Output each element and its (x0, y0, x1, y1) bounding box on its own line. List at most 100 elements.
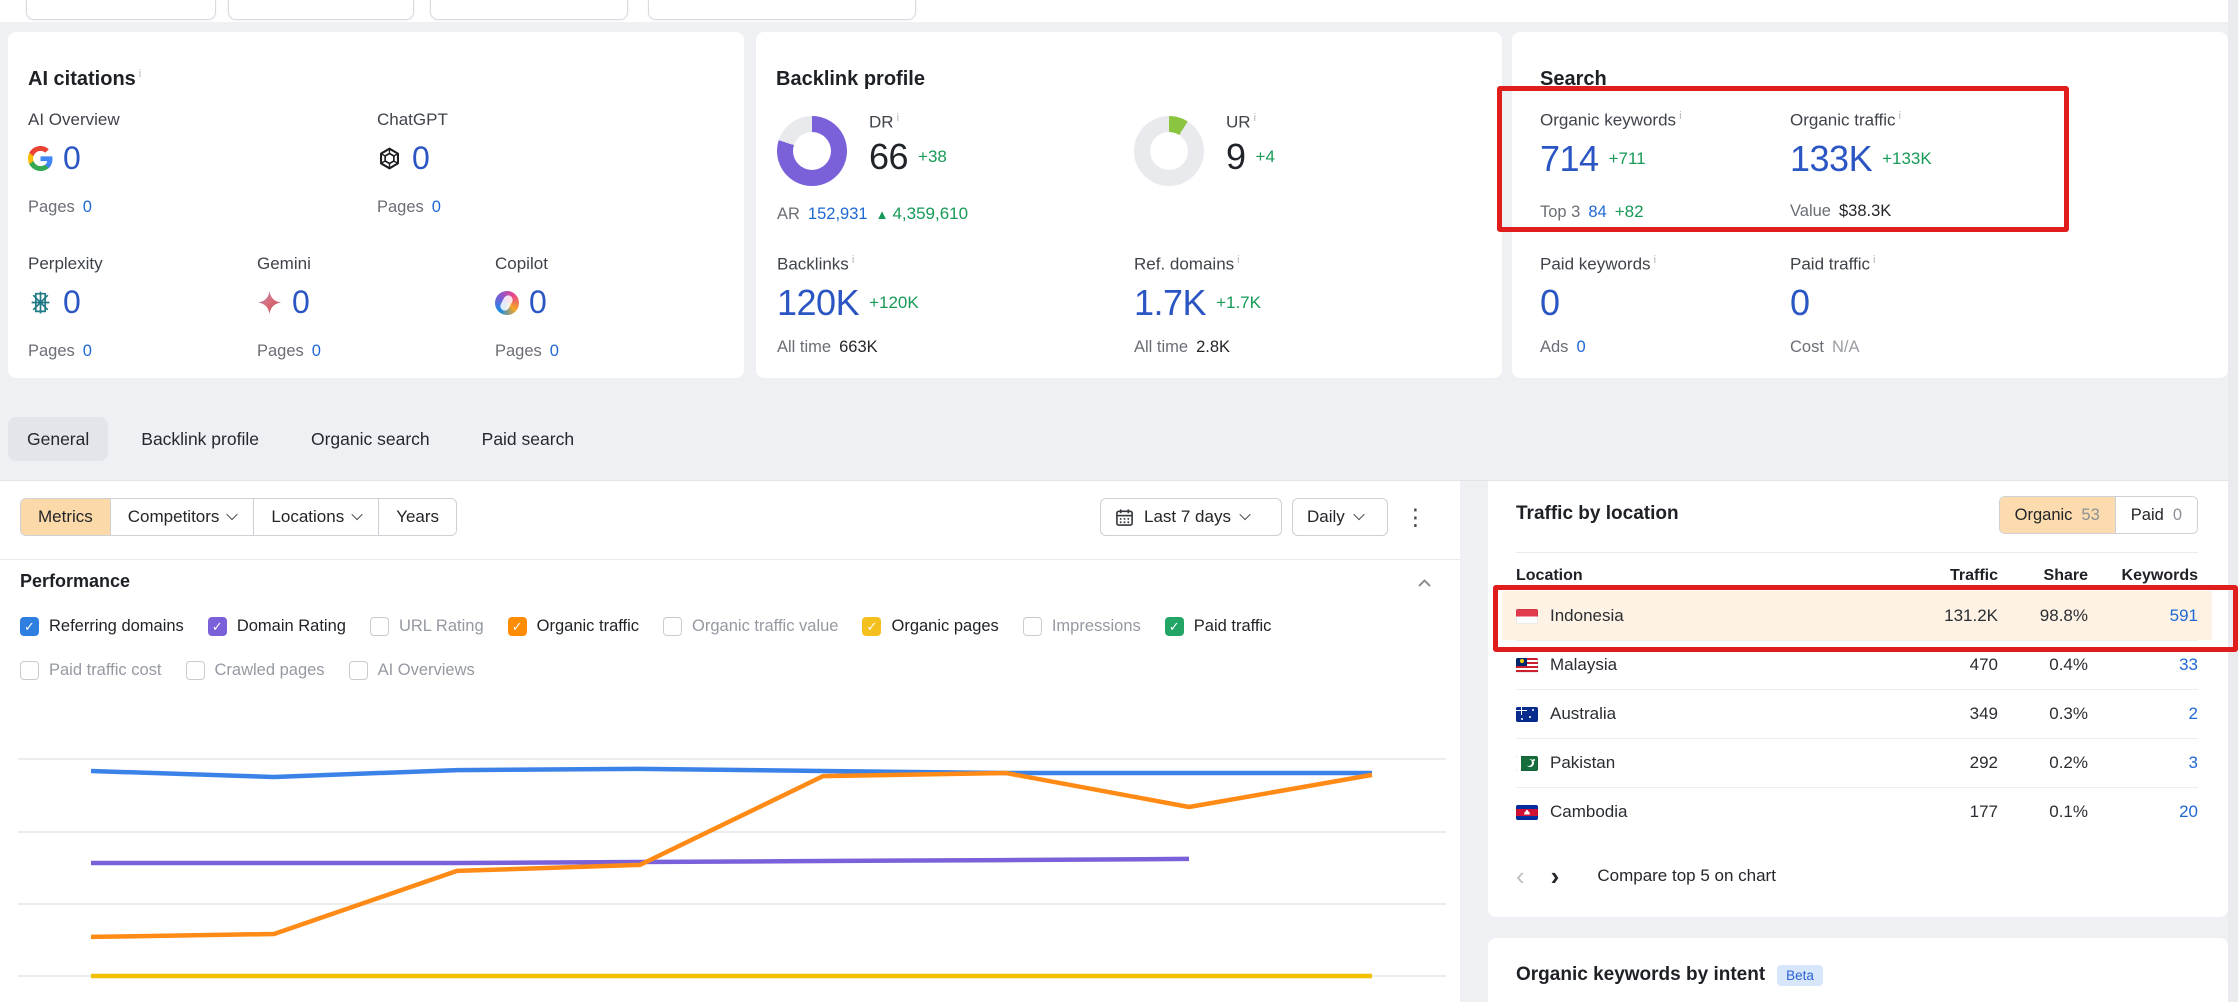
ref-domains-value: 1.7K (1134, 282, 1207, 323)
location-row-australia: Australia 349 0.3% 2 (1516, 689, 2198, 738)
column-keywords: Keywords (2121, 567, 2198, 584)
perplexity-value: 0 (63, 284, 81, 320)
chatgpt-pages-row: Pages 0 (377, 198, 441, 216)
perplexity-icon (31, 291, 50, 314)
share-cell: 98.8% (2039, 606, 2088, 625)
dr-delta: +38 (918, 147, 947, 166)
toolbar-chip[interactable] (26, 0, 216, 20)
keywords-link[interactable]: 2 (2188, 704, 2198, 723)
location-row-pakistan: Pakistan 292 0.2% 3 (1516, 738, 2198, 787)
segment-years[interactable]: Years (379, 499, 457, 535)
date-range-button[interactable]: Last 7 days (1100, 498, 1282, 536)
metric-checkbox-organic-pages[interactable]: ✓ Organic pages (862, 617, 999, 636)
cambodia-flag-icon (1516, 804, 1538, 820)
keywords-link[interactable]: 33 (2179, 655, 2198, 674)
window-scrollbar[interactable] (2228, 0, 2238, 1002)
authority-rank-link[interactable]: 152,931 (807, 204, 868, 223)
location-row-cambodia: Cambodia 177 0.1% 20 (1516, 787, 2198, 836)
search-card: Search Organic keywords i 714 +711 Top 3 … (1512, 32, 2228, 378)
metric-checkbox-row-1: ✓ Referring domains ✓ Domain Rating URL Rati… (20, 617, 1271, 636)
ur-donut-chart (1134, 116, 1204, 186)
ai-overview-pages-link[interactable]: 0 (82, 198, 92, 216)
backlinks-label: Backlinks i (777, 254, 855, 274)
cost-value: N/A (1831, 338, 1860, 356)
checkbox-unchecked-icon (369, 617, 389, 636)
metric-checkbox-ai-overviews[interactable]: AI Overviews (348, 661, 475, 680)
chevron-right-icon[interactable]: › (1550, 860, 1560, 891)
openai-icon (380, 147, 399, 170)
segment-competitors[interactable]: Competitors (110, 499, 255, 535)
checkbox-checked-icon: ✓ (1164, 617, 1184, 636)
granularity-button[interactable]: Daily (1292, 498, 1388, 536)
metric-checkbox-organic-traffic[interactable]: ✓ Organic traffic (507, 617, 639, 636)
organic-traffic-value-row: 133K +133K (1790, 138, 1932, 180)
keywords-link[interactable]: 591 (2169, 606, 2198, 625)
tab-paid-search[interactable]: Paid search (481, 429, 575, 449)
location-row-indonesia: Indonesia 131.2K 98.8% 591 (1502, 591, 2212, 640)
chatgpt-label: ChatGPT (377, 110, 448, 129)
paid-keywords-value: 0 (1540, 282, 1560, 323)
checkbox-unchecked-icon (185, 661, 205, 680)
paid-keywords-label: Paid keywords i (1540, 254, 1657, 274)
top3-delta: +82 (1614, 202, 1644, 221)
chatgpt-value-row: 0 (377, 140, 430, 177)
copilot-pages-link[interactable]: 0 (549, 342, 559, 360)
chevron-down-icon (1353, 508, 1365, 520)
tab-backlink-profile[interactable]: Backlink profile (141, 429, 259, 449)
toggle-paid[interactable]: Paid 0 (2114, 497, 2197, 533)
info-icon: i (138, 68, 142, 81)
perplexity-pages-link[interactable]: 0 (82, 342, 92, 360)
country-name: Pakistan (1550, 753, 1616, 772)
toolbar-chip[interactable] (648, 0, 916, 20)
pakistan-flag-icon (1516, 755, 1538, 771)
ref-domains-alltime-row: All time 2.8K (1134, 338, 1231, 356)
toolbar-chip[interactable] (228, 0, 414, 20)
segment-metrics[interactable]: Metrics (21, 499, 111, 535)
top3-link[interactable]: 84 (1588, 202, 1607, 221)
metric-checkbox-impressions[interactable]: Impressions (1022, 617, 1141, 636)
metric-checkbox-crawled-pages[interactable]: Crawled pages (185, 661, 325, 680)
gemini-label: Gemini (257, 254, 311, 273)
info-icon: i (1653, 254, 1657, 266)
metric-checkbox-referring-domains[interactable]: ✓ Referring domains (20, 617, 184, 636)
kebab-menu-button[interactable]: ⋮ (1404, 504, 1427, 530)
gemini-pages-row: Pages 0 (257, 342, 321, 360)
tab-general[interactable]: General (8, 417, 109, 461)
metric-checkbox-domain-rating[interactable]: ✓ Domain Rating (207, 617, 346, 636)
backlinks-delta: +120K (869, 293, 919, 312)
share-cell: 0.1% (2049, 802, 2088, 821)
metric-checkbox-paid-traffic-cost[interactable]: Paid traffic cost (20, 661, 162, 680)
country-name: Indonesia (1550, 606, 1624, 625)
organic-traffic-value: 133K (1790, 138, 1873, 179)
perplexity-pages-row: Pages 0 (28, 342, 92, 360)
ads-link[interactable]: 0 (1576, 338, 1586, 356)
metric-checkbox-url-rating[interactable]: URL Rating (369, 617, 484, 636)
metric-checkbox-organic-traffic-value[interactable]: Organic traffic value (663, 617, 838, 636)
toggle-organic[interactable]: Organic 53 (1999, 497, 2115, 533)
info-icon: i (851, 254, 855, 266)
tab-organic-search[interactable]: Organic search (310, 429, 430, 449)
toolbar-chip[interactable] (430, 0, 628, 20)
chatgpt-pages-link[interactable]: 0 (431, 198, 441, 216)
segment-locations[interactable]: Locations (254, 499, 380, 535)
info-icon: i (896, 112, 900, 124)
beta-badge: Beta (1777, 964, 1823, 986)
keywords-link[interactable]: 3 (2188, 753, 2198, 772)
compare-top5-link[interactable]: Compare top 5 on chart (1597, 866, 1776, 885)
backlink-profile-card: Backlink profile DR i 66 +38 AR 152,931 ▲… (756, 32, 1502, 378)
search-title: Search (1540, 68, 1607, 90)
copilot-label: Copilot (495, 254, 548, 273)
traffic-value-row: Value $38.3K (1790, 202, 1892, 220)
share-cell: 0.3% (2049, 704, 2088, 723)
gemini-pages-link[interactable]: 0 (311, 342, 321, 360)
chevron-up-icon[interactable] (1417, 575, 1432, 593)
performance-title: Performance (20, 571, 131, 591)
keywords-link[interactable]: 20 (2179, 802, 2198, 821)
performance-panel: Metrics Competitors Locations Years Last 7 … (0, 481, 1460, 1002)
checkbox-checked-icon: ✓ (207, 617, 227, 636)
metric-checkbox-paid-traffic[interactable]: ✓ Paid traffic (1164, 617, 1271, 636)
chevron-left-icon[interactable]: ‹ (1516, 860, 1525, 891)
ref-domains-delta: +1.7K (1216, 293, 1261, 312)
chart-line-organic-traffic (90, 770, 1373, 940)
